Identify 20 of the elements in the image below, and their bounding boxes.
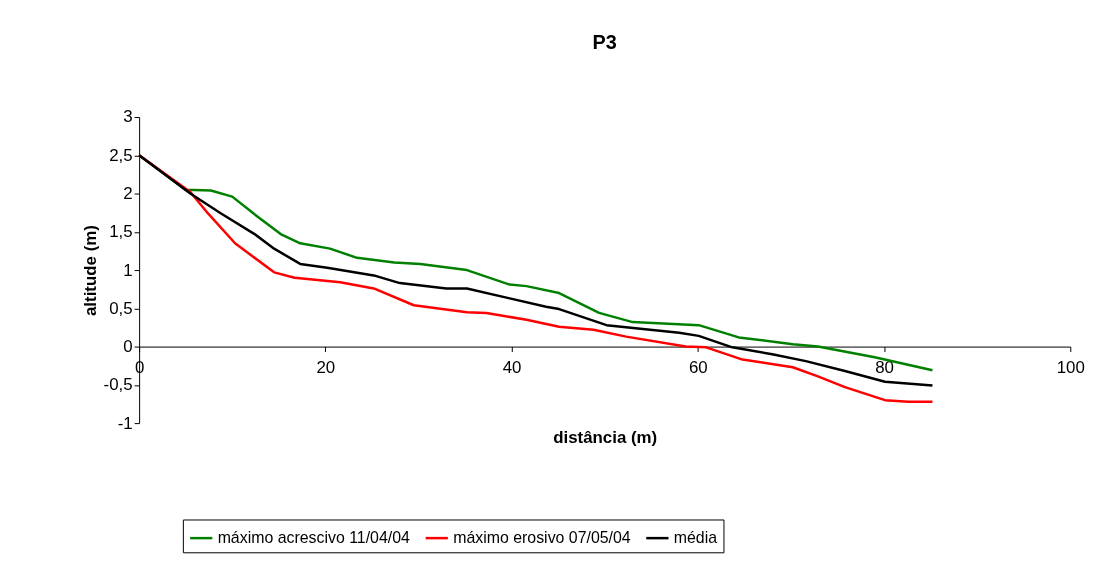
legend-label: máximo acrescivo 11/04/04 (217, 529, 411, 547)
y-tick-label: 1,5 (109, 222, 133, 242)
x-tick-label: 20 (316, 357, 336, 377)
y-tick-label: 2 (123, 184, 133, 204)
x-tick-label: 40 (502, 357, 522, 377)
x-axis-title: distância (m) (553, 428, 658, 448)
y-tick-label: 1 (123, 260, 133, 280)
y-tick-label: 3 (123, 107, 133, 127)
y-tick-label: 0,5 (109, 298, 133, 318)
y-tick-label: 0 (123, 337, 133, 357)
x-tick-label: 100 (1056, 357, 1085, 377)
y-tick-label: 2,5 (109, 145, 133, 165)
y-axis-title: altitude (m) (80, 225, 100, 317)
legend-label: máximo erosivo 07/05/04 (453, 529, 631, 547)
x-tick-label: 80 (875, 357, 894, 377)
x-tick-label: 60 (688, 357, 708, 377)
y-tick-label: -1 (117, 413, 133, 433)
y-tick-label: -0,5 (103, 375, 133, 395)
legend-label: média (673, 529, 718, 547)
chart-title: P3 (592, 31, 617, 54)
